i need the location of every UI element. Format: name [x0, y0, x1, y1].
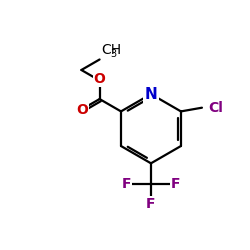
- Text: O: O: [76, 102, 88, 117]
- Text: F: F: [171, 177, 180, 191]
- Text: Cl: Cl: [208, 101, 223, 115]
- Text: F: F: [122, 177, 131, 191]
- Text: 3: 3: [110, 49, 116, 59]
- Text: CH: CH: [101, 43, 121, 57]
- Text: F: F: [146, 197, 156, 211]
- Text: O: O: [94, 72, 106, 86]
- Text: N: N: [144, 86, 157, 102]
